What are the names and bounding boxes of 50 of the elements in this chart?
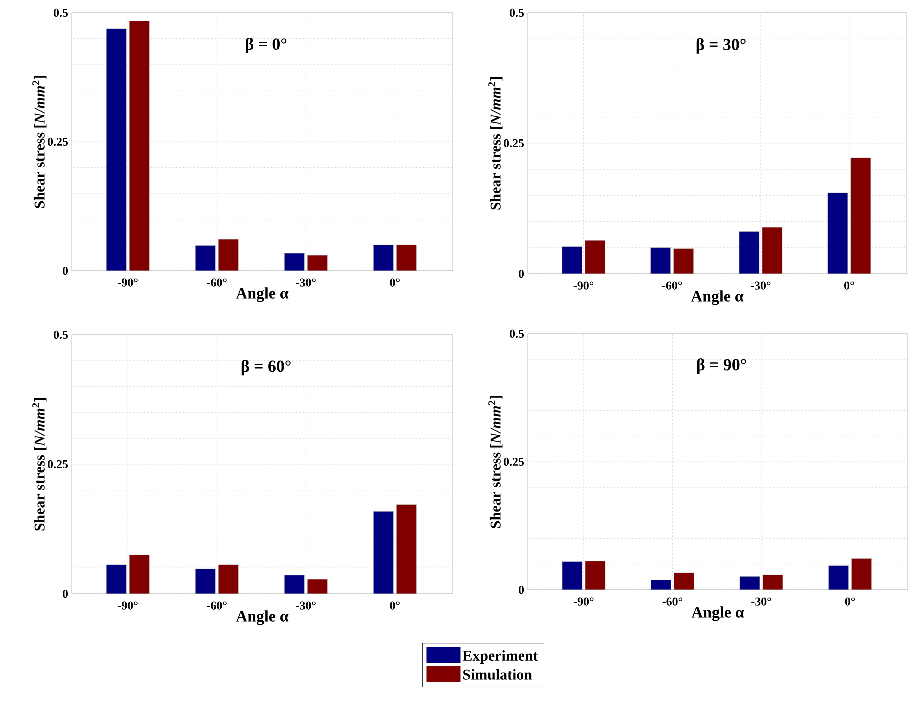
- x-tick-label: -30°: [296, 602, 316, 610]
- x-tick-label: -60°: [662, 282, 682, 290]
- x-tick-label: -90°: [118, 602, 138, 610]
- y-axis-title: Shear stress [N/mm$^{2}$]: [488, 396, 503, 528]
- bar: [650, 248, 672, 274]
- y-axis-title: Shear stress [N/mm$^{2}$]: [32, 76, 47, 208]
- bar: [674, 248, 694, 274]
- x-tick-label: -90°: [118, 278, 138, 287]
- x-tick-label: -90°: [574, 282, 594, 290]
- text: β = 60°: [242, 360, 291, 376]
- text: β = 30°: [696, 38, 746, 54]
- x-tick-label: 0°: [390, 602, 400, 610]
- y-tick-label: 0: [62, 266, 68, 276]
- x-tick-label: 0°: [845, 598, 856, 606]
- x-tick-label: -60°: [207, 602, 227, 610]
- x-axis-title: Angle α: [236, 288, 289, 302]
- bar: [739, 232, 760, 274]
- y-tick-label: 0: [518, 270, 524, 278]
- x-tick-label: -30°: [752, 598, 772, 606]
- x-tick-label: 0°: [390, 278, 400, 287]
- x-axis-title: Angle α: [692, 606, 744, 622]
- legend-label: Experiment: [462, 650, 538, 664]
- y-tick-label: 0.5: [510, 8, 524, 18]
- x-tick-label: -90°: [574, 598, 594, 606]
- y-axis-title: Shear stress [N/mm$^{2}$]: [32, 398, 47, 531]
- y-tick-label: 0: [518, 586, 524, 594]
- bar: [562, 246, 582, 274]
- x-tick-label: -60°: [662, 598, 683, 606]
- y-tick-label: 0: [62, 590, 68, 598]
- y-axis-title: Shear stress [N/mm$^{2}$]: [488, 78, 503, 210]
- x-tick-label: -30°: [750, 282, 771, 290]
- text: β = 90°: [697, 358, 746, 374]
- x-tick-label: -30°: [296, 278, 316, 287]
- y-tick-label: 0.25: [48, 460, 68, 469]
- bar: [585, 240, 606, 274]
- y-tick-label: 0.5: [510, 330, 524, 338]
- text: β = 0°: [246, 38, 287, 54]
- x-axis-title: Angle α: [236, 610, 289, 626]
- x-tick-label: 0°: [844, 282, 854, 290]
- bar: [828, 192, 848, 274]
- bar: [850, 158, 872, 274]
- y-tick-label: 0.25: [48, 138, 68, 146]
- y-tick-label: 0.25: [504, 139, 524, 148]
- x-tick-label: -60°: [207, 278, 227, 287]
- y-tick-label: 0.5: [54, 330, 68, 340]
- legend-label: Simulation: [464, 669, 532, 680]
- y-tick-label: 0.25: [504, 458, 524, 466]
- bar: [762, 227, 783, 274]
- x-axis-title: Angle α: [691, 290, 744, 306]
- y-tick-label: 0.5: [54, 8, 68, 18]
